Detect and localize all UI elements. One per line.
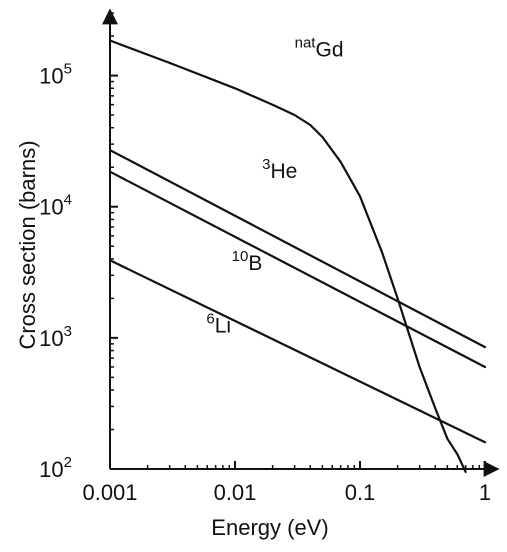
series-label-3He: 3He bbox=[262, 156, 297, 183]
y-tick-exponent: 2 bbox=[64, 454, 72, 471]
y-tick-label: 103 bbox=[39, 323, 72, 351]
y-tick-exponent: 5 bbox=[64, 61, 72, 78]
series-label-natGd: natGd bbox=[295, 34, 344, 61]
x-tick-label: 0.1 bbox=[345, 480, 376, 505]
series-line-3He bbox=[108, 149, 487, 349]
y-tick-exponent: 3 bbox=[64, 323, 72, 340]
series-label-element: He bbox=[271, 160, 298, 183]
x-tick-label: 0.001 bbox=[82, 480, 137, 505]
series-label-superscript: 6 bbox=[206, 310, 214, 327]
series-label-10B: 10B bbox=[232, 248, 263, 275]
series-label-superscript: 3 bbox=[262, 156, 270, 173]
y-tick-label: 102 bbox=[39, 454, 72, 482]
x-tick-label: 0.01 bbox=[214, 480, 257, 505]
series-label-6Li: 6Li bbox=[206, 310, 231, 337]
axes bbox=[102, 8, 500, 477]
y-tick-base: 10 bbox=[39, 195, 63, 220]
series-line-natGd bbox=[108, 39, 467, 473]
series-label-element: B bbox=[248, 252, 262, 275]
series-labels: natGd 3He 10B 6Li bbox=[206, 34, 343, 337]
series-line-6Li bbox=[108, 259, 487, 444]
y-tick-label: 104 bbox=[39, 192, 72, 220]
series-label-superscript: 10 bbox=[232, 248, 249, 265]
y-tick-label: 105 bbox=[39, 61, 72, 89]
y-tick-exponent: 4 bbox=[64, 192, 72, 209]
series-label-superscript: nat bbox=[295, 34, 317, 51]
y-axis-title: Cross section (barns) bbox=[15, 140, 40, 349]
y-tick-base: 10 bbox=[39, 64, 63, 89]
x-tick-label: 1 bbox=[479, 480, 491, 505]
series-lines bbox=[108, 39, 487, 473]
x-axis-title: Energy (eV) bbox=[211, 515, 328, 540]
y-tick-base: 10 bbox=[39, 457, 63, 482]
series-line-10B bbox=[108, 170, 487, 369]
series-label-element: Li bbox=[215, 314, 231, 337]
y-tick-base: 10 bbox=[39, 326, 63, 351]
x-axis-ticks: 0.001 0.01 0.1 1 bbox=[82, 461, 491, 505]
series-label-element: Gd bbox=[315, 38, 343, 61]
